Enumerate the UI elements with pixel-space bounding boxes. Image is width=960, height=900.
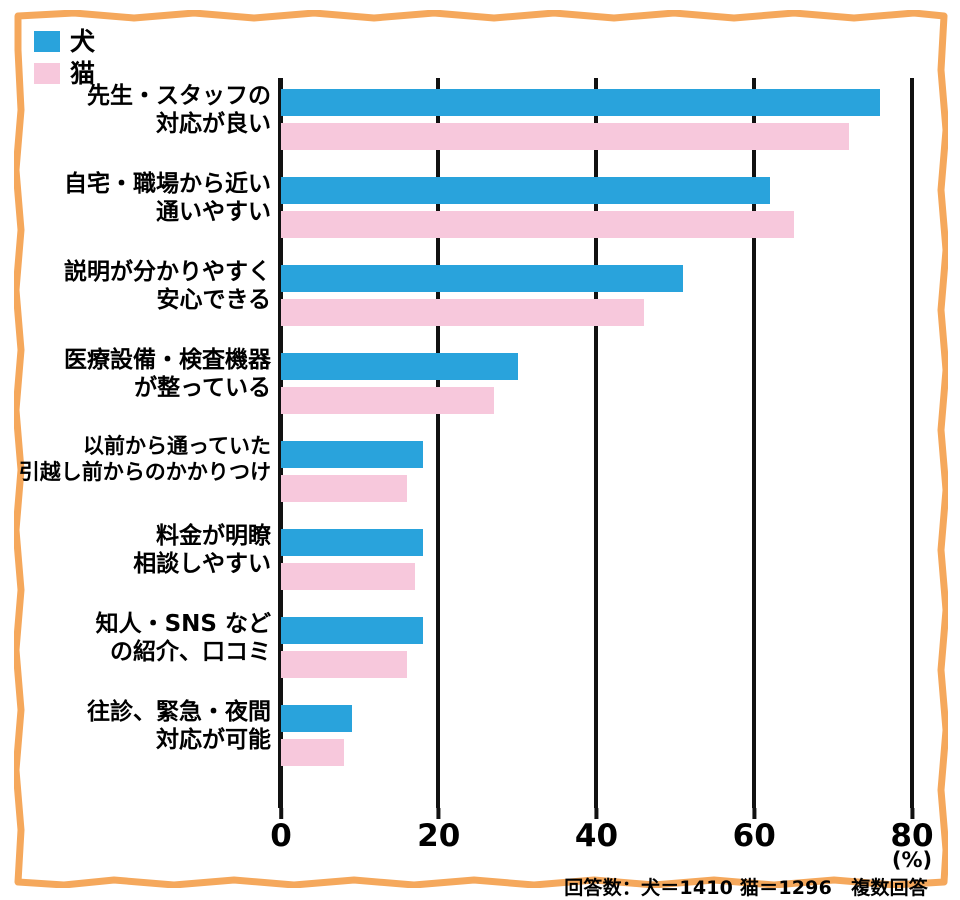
x-tick-80: 80 [890, 808, 934, 854]
x-tick-label: 0 [270, 818, 292, 854]
bar-dog-4 [281, 353, 518, 380]
x-tick-label: 20 [417, 818, 461, 854]
category-label-line2: の紹介、口コミ [110, 639, 271, 666]
category-label-line1: 自宅・職場から近い [64, 171, 271, 197]
category-label-3: 説明が分かりやすく 安心できる [0, 258, 271, 314]
x-tick-40: 40 [575, 808, 618, 852]
x-tick-mark [278, 808, 283, 819]
y-axis-line [278, 78, 283, 808]
category-label-line2: 引越し前からのかかりつけ [18, 459, 271, 484]
category-label-line1: 先生・スタッフの [87, 83, 271, 109]
category-label-2: 自宅・職場から近い 通いやすい [0, 170, 271, 226]
gridline-60 [752, 78, 756, 808]
x-tick-label: 80 [890, 818, 934, 854]
category-label-line1: 説明が分かりやすく [64, 259, 271, 285]
category-label-line2: 対応が良い [156, 111, 271, 138]
bar-dog-2 [281, 177, 771, 204]
category-label-6: 料金が明瞭 相談しやすい [0, 522, 271, 578]
category-label-7: 知人・SNS など の紹介、口コミ [0, 610, 271, 666]
x-tick-label: 40 [574, 818, 619, 854]
category-label-line2: 安心できる [156, 287, 271, 314]
bar-cat-7 [281, 651, 408, 678]
category-label-line1: 知人・SNS など [95, 611, 271, 637]
x-tick-mark [909, 808, 914, 819]
category-label-line1: 医療設備・検査機器 [64, 347, 271, 373]
bar-group-8: 往診、緊急・夜間 対応が可能 [87, 698, 912, 786]
gridline-40 [594, 78, 598, 808]
x-tick-mark [594, 808, 599, 819]
category-label-line1: 以前から通っていた [83, 434, 271, 458]
bar-cat-8 [281, 739, 345, 766]
bar-cat-3 [281, 299, 644, 326]
bar-cat-6 [281, 563, 416, 590]
x-axis-ticks: 0 20 40 60 80 [270, 808, 934, 868]
bar-dog-7 [281, 617, 423, 644]
category-label-8: 往診、緊急・夜間 対応が可能 [0, 698, 271, 754]
category-label-line1: 料金が明瞭 [156, 523, 271, 549]
x-tick-0: 0 [270, 808, 292, 852]
bar-cat-4 [281, 387, 494, 414]
category-label-5: 以前から通っていた 引越し前からのかかりつけ [0, 434, 271, 485]
footnote: 回答数：犬＝1410 猫＝1296 複数回答 [564, 877, 928, 899]
bar-cat-1 [281, 123, 849, 150]
bar-dog-1 [281, 89, 881, 116]
gridline-20 [436, 78, 440, 808]
bar-group-7: 知人・SNS など の紹介、口コミ [96, 610, 912, 698]
bar-cat-5 [281, 475, 408, 502]
x-tick-mark [752, 808, 757, 819]
bar-group-6: 料金が明瞭 相談しやすい [133, 522, 912, 610]
legend: 犬 猫 [34, 27, 95, 87]
legend-item-cat: 猫 [34, 59, 95, 87]
bar-group-5: 以前から通っていた 引越し前からのかかりつけ [19, 434, 912, 522]
legend-label-dog: 犬 [70, 26, 96, 56]
gridline-80 [910, 78, 914, 808]
plot-area: 先生・スタッフの 対応が良い 自宅・職場から近い 通いやすい 説明が分かりやすく 安心でき… [19, 78, 914, 808]
bar-rows: 先生・スタッフの 対応が良い 自宅・職場から近い 通いやすい 説明が分かりやすく 安心でき… [19, 78, 912, 808]
category-label-line2: 相談しやすい [133, 551, 271, 578]
legend-swatch-cat-icon [34, 62, 60, 84]
bar-dog-6 [281, 529, 423, 556]
legend-swatch-dog-icon [34, 30, 60, 52]
bar-group-2: 自宅・職場から近い 通いやすい [64, 170, 912, 258]
bar-group-1: 先生・スタッフの 対応が良い [87, 82, 912, 170]
legend-item-dog: 犬 [34, 27, 95, 55]
bar-dog-5 [281, 441, 423, 468]
bar-dog-3 [281, 265, 684, 292]
category-label-1: 先生・スタッフの 対応が良い [0, 82, 271, 138]
x-tick-mark [436, 808, 441, 819]
bar-dog-8 [281, 705, 352, 732]
x-tick-label: 60 [732, 818, 776, 854]
category-label-line1: 往診、緊急・夜間 [87, 699, 271, 725]
bar-cat-2 [281, 211, 794, 238]
x-tick-20: 20 [417, 808, 460, 852]
legend-label-cat: 猫 [70, 58, 96, 88]
x-tick-60: 60 [733, 808, 776, 852]
category-label-line2: 対応が可能 [156, 727, 271, 754]
bar-group-3: 説明が分かりやすく 安心できる [64, 258, 912, 346]
x-axis-unit-label: (%) [891, 848, 933, 872]
bar-group-4: 医療設備・検査機器 が整っている [64, 346, 912, 434]
category-label-line2: が整っている [134, 375, 271, 402]
category-label-4: 医療設備・検査機器 が整っている [0, 346, 271, 402]
category-label-line2: 通いやすい [156, 199, 271, 226]
